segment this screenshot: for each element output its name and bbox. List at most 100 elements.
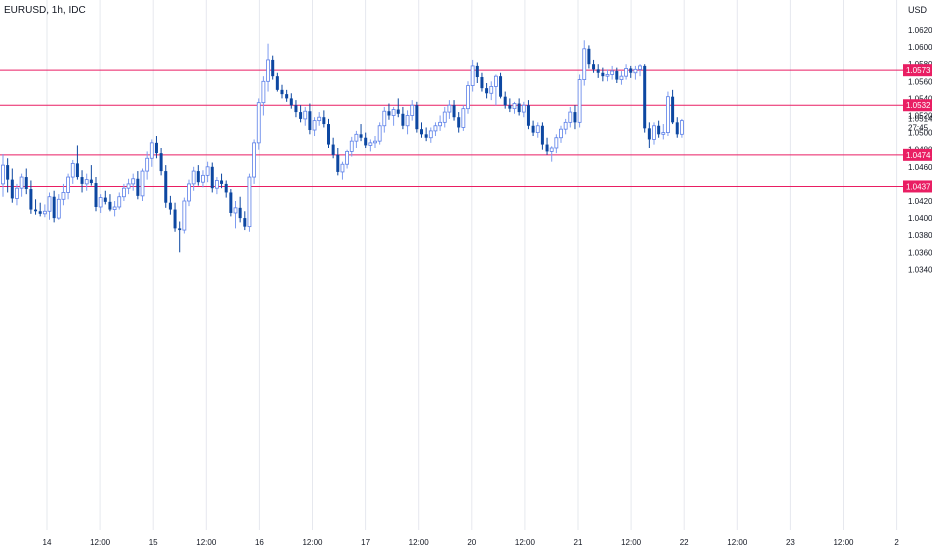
candle-body-down [615, 71, 619, 80]
candle-body-down [238, 207, 242, 219]
candle-body-down [331, 144, 335, 155]
candle-body-up [256, 102, 261, 144]
candle-body-down [629, 68, 633, 73]
candle-body-up [187, 183, 191, 202]
candle-body-up [201, 174, 205, 183]
horizontal-level-label: 1.0532 [906, 101, 931, 110]
candle-body-up [19, 176, 24, 189]
candle-body-up [117, 196, 122, 208]
price-tick-label: 1.0380 [908, 231, 932, 240]
candle-body-up [312, 120, 317, 131]
price-tick-label: 1.0500 [908, 129, 932, 138]
candle-body-up [47, 196, 52, 212]
horizontal-level-badge [903, 180, 932, 193]
candle-body-down [647, 128, 651, 140]
time-tick-label: 23 [786, 538, 795, 547]
candle-body-down [285, 94, 289, 99]
candle-body-down [308, 111, 312, 131]
candle-body-down [526, 105, 530, 126]
candle-body-up [303, 110, 308, 120]
candle-body-up [563, 121, 568, 130]
horizontal-level-label: 1.0437 [906, 182, 931, 191]
candle-body-down [457, 117, 461, 128]
candle-body-down [508, 105, 512, 109]
price-tick-label: 1.0600 [908, 43, 932, 52]
candle-body-up [438, 121, 443, 127]
time-tick-label: 12:00 [302, 538, 323, 547]
candle-body-up [428, 130, 433, 139]
time-tick-label: 12:00 [515, 538, 536, 547]
candle-body-up [466, 85, 470, 110]
candle-body-down [168, 202, 172, 210]
candles [1, 40, 684, 253]
candle-body-down [499, 76, 503, 97]
candle-body-up [405, 115, 410, 127]
symbol-title[interactable]: EURUSD, 1h, IDC [4, 5, 86, 16]
candle-body-up [317, 116, 322, 122]
candle-body-down [52, 196, 56, 219]
candle-body-down [671, 96, 675, 123]
candle-body-down [159, 153, 163, 172]
horizontal-level-badge [903, 148, 932, 161]
candle-body-up [554, 137, 559, 149]
candle-body-up [349, 140, 354, 152]
candle-body-up [191, 170, 196, 185]
candle-body-up [559, 128, 563, 139]
candle-body-down [517, 103, 521, 113]
candle-body-up [15, 187, 19, 199]
candle-body-up [61, 192, 66, 200]
price-tick-label: 1.0420 [908, 197, 932, 206]
countdown-label: 27:45 [908, 124, 929, 133]
candle-body-down [173, 209, 177, 229]
candle-body-down [229, 192, 233, 213]
candle-body-up [373, 140, 377, 144]
candle-body-up [182, 200, 187, 231]
candle-body-up [666, 96, 670, 134]
candle-body-up [410, 104, 415, 116]
candle-body-up [149, 142, 154, 159]
time-axis[interactable]: 14 12:00 15 12:00 16 12:00 17 12:00 20 12:00 21 12:… [43, 538, 900, 547]
time-tick-label: 12:00 [833, 538, 854, 547]
time-tick-label: 17 [361, 538, 370, 547]
candle-body-up [461, 108, 466, 128]
candle-body-down [289, 98, 293, 106]
candle-body-up [266, 59, 270, 82]
current-price-label: 1.0514 [908, 115, 932, 124]
candle-body-up [605, 74, 610, 77]
horizontal-level-badge [903, 64, 932, 77]
candle-body-down [294, 105, 298, 113]
time-tick-label: 20 [467, 538, 476, 547]
candle-body-up [549, 147, 554, 152]
candle-body-down [103, 197, 107, 202]
candle-body-down [154, 142, 158, 154]
candle-body-down [480, 77, 484, 89]
candle-body-down [540, 125, 544, 145]
candle-body-down [108, 201, 112, 210]
candle-body-up [214, 180, 219, 189]
candle-body-up [1, 164, 5, 185]
candle-body-down [485, 88, 489, 94]
candle-body-up [568, 111, 573, 123]
candle-body-down [387, 111, 391, 116]
candle-body-down [6, 165, 10, 180]
candle-body-down [275, 76, 279, 90]
price-tick-label: 1.0460 [908, 163, 932, 172]
candle-body-down [503, 96, 507, 106]
time-tick-label: 14 [43, 538, 52, 547]
time-tick-label: 12:00 [90, 538, 111, 547]
time-tick-label: 12:00 [409, 538, 430, 547]
price-tick-label: 1.0540 [908, 94, 932, 103]
candle-body-down [675, 122, 679, 135]
time-tick-label: 16 [255, 538, 264, 547]
horizontal-level-badge [903, 99, 932, 112]
candle-body-up [433, 125, 438, 132]
time-tick-label: 2 [894, 538, 899, 547]
time-tick-label: 12:00 [621, 538, 642, 547]
candle-body-down [299, 112, 303, 119]
candle-body-up [131, 178, 136, 185]
time-tick-label: 21 [574, 538, 583, 547]
currency-label: USD [908, 5, 928, 15]
candle-body-up [252, 142, 257, 178]
candle-body-down [592, 64, 596, 70]
